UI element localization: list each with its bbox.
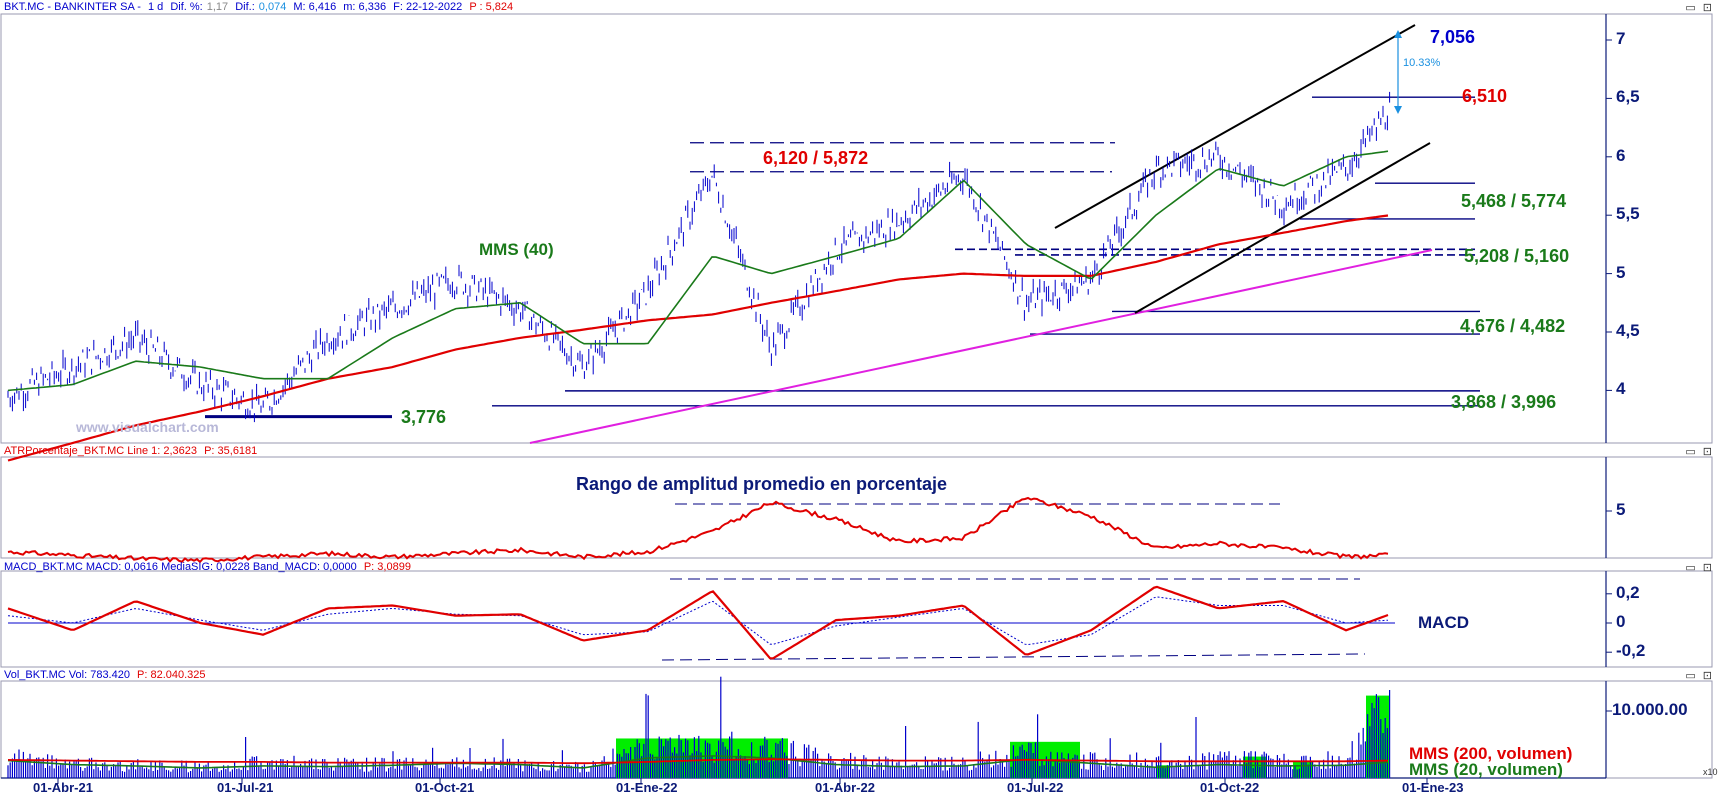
vol-pane-title: Vol_BKT.MC Vol: 783.420 P: 82.040.325 xyxy=(4,669,210,681)
atr-pane xyxy=(7,496,1612,564)
level-5208-label: 5,208 / 5,160 xyxy=(1464,246,1570,266)
dif-label: Dif.: xyxy=(235,1,255,13)
level-5468-label: 5,468 / 5,774 xyxy=(1461,191,1567,211)
min-value: m: 6,336 xyxy=(343,1,387,13)
macd-ytick-label: 0,2 xyxy=(1616,582,1640,602)
level-7056-label: 7,056 xyxy=(1430,27,1476,47)
mms40-label: MMS (40) xyxy=(479,240,554,259)
price-window-buttons[interactable]: ▭ ⊡ xyxy=(1685,2,1714,14)
price-ytick-label: 5 xyxy=(1616,262,1626,282)
date-tick-label: 01-Abr-22 xyxy=(815,780,875,795)
macd-title: MACD_BKT.MC MACD: 0,0616 MediaSIG: 0,022… xyxy=(4,561,357,573)
price-ytick-label: 7 xyxy=(1616,29,1626,48)
date-tick-label: 01-Ene-23 xyxy=(1402,780,1464,795)
channel-upper-line xyxy=(1054,24,1416,229)
macd-signal-line xyxy=(7,596,1389,646)
price-value: P : 5,824 xyxy=(469,1,514,13)
macd-ytick-label: 0 xyxy=(1616,612,1626,631)
volume-highlight-4 xyxy=(1293,761,1312,778)
pct-10-label: 10.33% xyxy=(1403,57,1441,69)
mms200-line xyxy=(7,214,1389,462)
price-ytick-label: 6,5 xyxy=(1616,87,1640,107)
pane-frame-1 xyxy=(0,456,1713,559)
long-term-trendline xyxy=(529,249,1433,444)
mms20-vol-label: MMS (20, volumen) xyxy=(1409,760,1563,779)
vol-mms20-line xyxy=(7,755,1389,769)
vol-title: Vol_BKT.MC Vol: 783.420 xyxy=(4,669,130,681)
vol-p: P: 82.040.325 xyxy=(137,669,206,681)
level-3868-label: 3,868 / 3,996 xyxy=(1451,392,1557,412)
price-ytick-label: 6 xyxy=(1616,145,1626,165)
date-tick-label: 01-Oct-22 xyxy=(1200,780,1260,795)
dif-value: 0,074 xyxy=(258,1,287,13)
symbol-label: BKT.MC - BANKINTER SA - xyxy=(4,1,141,13)
pane-frame-0 xyxy=(0,13,1713,444)
date-tick-label: 01-Abr-21 xyxy=(33,780,93,795)
atr-ytick-label: 5 xyxy=(1616,500,1626,519)
macd-line xyxy=(7,585,1389,660)
atr-caption: Rango de amplitud promedio en porcentaje xyxy=(576,474,948,494)
channel-lower-line xyxy=(1134,142,1431,314)
vol-multiplier: x10 xyxy=(1703,767,1718,777)
dif-pct-value: 1,17 xyxy=(206,1,229,13)
atr-title: ATRPorcentaje_BKT.MC Line 1: 2,3623 xyxy=(4,445,198,457)
level-6510-label: 6,510 xyxy=(1462,86,1508,106)
mms200-vol-label: MMS (200, volumen) xyxy=(1409,744,1573,763)
atr-window-buttons[interactable]: ▭ ⊡ xyxy=(1685,446,1714,458)
timeframe-label: 1 d xyxy=(147,1,164,13)
atr-line xyxy=(7,496,1389,564)
macd-window-buttons[interactable]: ▭ ⊡ xyxy=(1685,562,1714,574)
date-tick-label: 01-Ene-22 xyxy=(616,780,678,795)
dif-pct-label: Dif. %: xyxy=(170,1,203,13)
macd-pane xyxy=(7,578,1612,661)
price-pane-title: BKT.MC - BANKINTER SA - 1 d Dif. %: 1,17 … xyxy=(4,1,517,13)
pct-arrow-head-down xyxy=(1394,106,1402,114)
atr-pane-title: ATRPorcentaje_BKT.MC Line 1: 2,3623 P: 3… xyxy=(4,445,261,457)
level-6120-label: 6,120 / 5,872 xyxy=(763,148,869,168)
vol-mms200-line xyxy=(7,758,1389,765)
macd-caption: MACD xyxy=(1418,613,1469,632)
pct-arrow-head-up xyxy=(1394,30,1402,38)
date-value: F: 22-12-2022 xyxy=(393,1,463,13)
date-tick-label: 01-Oct-21 xyxy=(415,780,475,795)
max-value: M: 6,416 xyxy=(293,1,337,13)
macd-pane-title: MACD_BKT.MC MACD: 0,0616 MediaSIG: 0,022… xyxy=(4,561,415,573)
date-tick-label: 01-Jul-21 xyxy=(217,780,274,795)
volume-pane xyxy=(7,676,1612,778)
price-pane xyxy=(7,24,1612,462)
mms40-line xyxy=(7,150,1389,392)
level-4676-label: 4,676 / 4,482 xyxy=(1460,316,1566,336)
price-ytick-label: 5,5 xyxy=(1616,204,1640,224)
vol-window-buttons[interactable]: ▭ ⊡ xyxy=(1685,670,1714,682)
price-ytick-label: 4,5 xyxy=(1616,321,1640,340)
date-tick-label: 01-Jul-22 xyxy=(1007,780,1064,795)
macd-p: P: 3,0899 xyxy=(363,561,411,573)
macd-lower-dashed xyxy=(661,653,1366,661)
price-ytick-label: 4 xyxy=(1616,379,1626,399)
macd-ytick-label: -0,2 xyxy=(1616,641,1646,661)
level-3776-label: 3,776 xyxy=(401,407,447,427)
pane-frames xyxy=(0,13,1713,784)
watermark: www.visualchart.com xyxy=(76,419,219,435)
atr-p: P: 35,6181 xyxy=(204,445,258,457)
vol-ytick-label: 10.000.00 xyxy=(1612,700,1688,719)
